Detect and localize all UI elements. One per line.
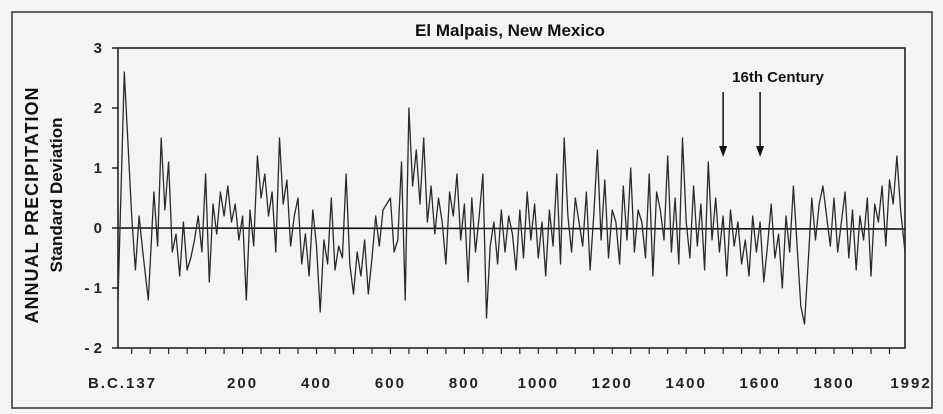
y-tick-label: - 2 (84, 340, 102, 357)
y-tick-label: 0 (94, 220, 102, 237)
x-tick-label: 1000 (518, 375, 559, 392)
y-axis-label-primary: ANNUAL PRECIPITATION (22, 86, 42, 323)
sixteenth-century-annotation: 16th Century (732, 69, 824, 86)
x-tick-label: 1992 (890, 375, 931, 392)
plot-area-border (117, 47, 906, 349)
y-tick-label: - 1 (84, 280, 102, 297)
y-tick-label: 3 (94, 40, 102, 57)
y-tick-label: 2 (94, 100, 102, 117)
y-tick-label: 1 (94, 160, 102, 177)
figure-frame (11, 11, 933, 409)
x-tick-label: 1600 (739, 375, 780, 392)
x-tick-label: 1200 (592, 375, 633, 392)
x-tick-label: 1800 (813, 375, 854, 392)
precipitation-series-line (117, 71, 906, 325)
annotation-arrow-head (756, 146, 765, 157)
x-tick-label: 400 (301, 375, 332, 392)
x-tick-label: B.C.137 (88, 375, 157, 392)
chart-title: El Malpais, New Mexico (415, 21, 605, 40)
x-tick-label: 800 (449, 375, 480, 392)
annotation-arrow-head (719, 146, 728, 157)
x-tick-label: 200 (227, 375, 258, 392)
x-tick-label: 1400 (665, 375, 706, 392)
x-tick-label: 600 (375, 375, 406, 392)
y-axis-label-secondary: Standard Deviation (47, 118, 66, 273)
